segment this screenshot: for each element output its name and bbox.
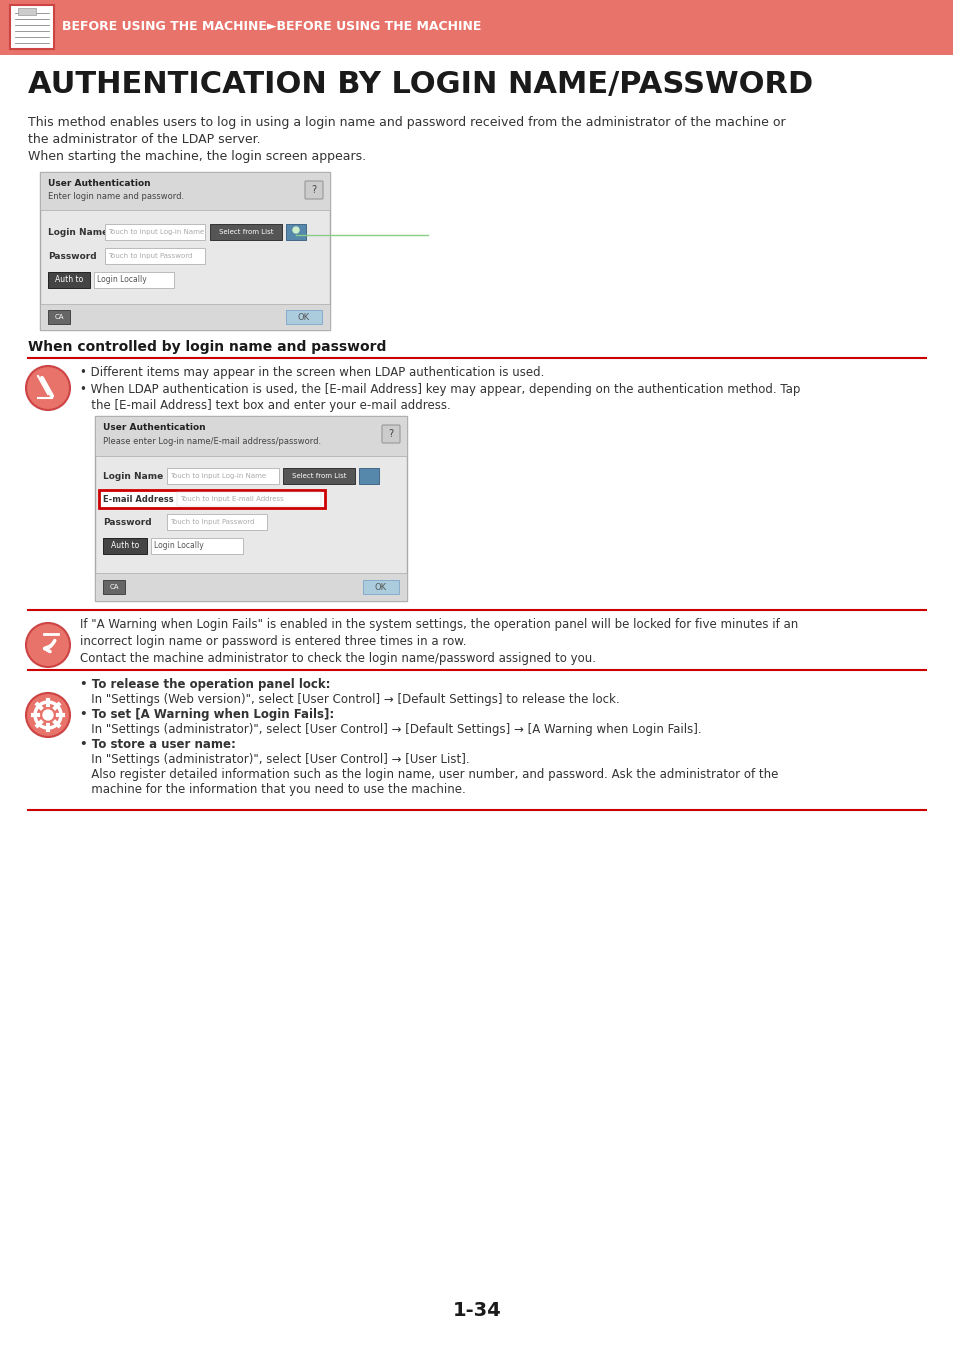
FancyBboxPatch shape: [48, 310, 70, 324]
Text: • When LDAP authentication is used, the [E-mail Address] key may appear, dependi: • When LDAP authentication is used, the …: [80, 383, 800, 396]
FancyBboxPatch shape: [105, 224, 205, 240]
FancyBboxPatch shape: [103, 539, 147, 553]
FancyBboxPatch shape: [167, 468, 278, 485]
Text: E-mail Address: E-mail Address: [103, 494, 173, 504]
Text: the [E-mail Address] text box and enter your e-mail address.: the [E-mail Address] text box and enter …: [80, 400, 450, 412]
Text: • To store a user name:: • To store a user name:: [80, 738, 235, 751]
FancyBboxPatch shape: [95, 416, 407, 456]
Text: • To set [A Warning when Login Fails]:: • To set [A Warning when Login Fails]:: [80, 707, 334, 721]
FancyBboxPatch shape: [103, 580, 125, 594]
FancyBboxPatch shape: [151, 539, 243, 553]
Text: Login Locally: Login Locally: [97, 275, 147, 285]
Text: Touch to input Log-in Name: Touch to input Log-in Name: [108, 230, 204, 235]
Circle shape: [26, 693, 70, 737]
Text: Auth to: Auth to: [55, 275, 83, 285]
FancyBboxPatch shape: [305, 181, 323, 198]
Text: • To release the operation panel lock:: • To release the operation panel lock:: [80, 678, 330, 691]
FancyBboxPatch shape: [283, 468, 355, 485]
Text: CA: CA: [54, 315, 64, 320]
Text: User Authentication: User Authentication: [103, 423, 206, 432]
Circle shape: [26, 366, 70, 410]
FancyBboxPatch shape: [167, 514, 267, 531]
Text: Login Name: Login Name: [48, 228, 108, 238]
FancyBboxPatch shape: [358, 468, 378, 485]
Text: OK: OK: [375, 582, 387, 591]
FancyBboxPatch shape: [177, 491, 320, 506]
Circle shape: [43, 710, 53, 720]
Circle shape: [26, 622, 70, 667]
Text: Touch to Input Password: Touch to Input Password: [170, 518, 254, 525]
Text: User Authentication: User Authentication: [48, 180, 151, 188]
Text: Password: Password: [48, 252, 96, 261]
Text: • Different items may appear in the screen when LDAP authentication is used.: • Different items may appear in the scre…: [80, 366, 544, 379]
Text: Select from List: Select from List: [292, 472, 346, 479]
FancyBboxPatch shape: [40, 304, 330, 329]
FancyBboxPatch shape: [94, 271, 173, 288]
Text: In "Settings (Web version)", select [User Control] → [Default Settings] to relea: In "Settings (Web version)", select [Use…: [80, 693, 619, 706]
Text: incorrect login name or password is entered three times in a row.: incorrect login name or password is ente…: [80, 634, 466, 648]
FancyBboxPatch shape: [286, 310, 322, 324]
FancyBboxPatch shape: [48, 271, 90, 288]
Text: Password: Password: [103, 518, 152, 526]
Text: Login Locally: Login Locally: [153, 541, 204, 551]
FancyBboxPatch shape: [95, 572, 407, 601]
Text: ?: ?: [311, 185, 316, 194]
FancyBboxPatch shape: [95, 416, 407, 601]
Text: Touch to input Log-in Name: Touch to input Log-in Name: [170, 472, 266, 479]
Text: Touch to input E-mail Address: Touch to input E-mail Address: [180, 495, 283, 502]
Text: This method enables users to log in using a login name and password received fro: This method enables users to log in usin…: [28, 116, 785, 130]
Text: In "Settings (administrator)", select [User Control] → [User List].: In "Settings (administrator)", select [U…: [80, 753, 469, 765]
Text: OK: OK: [297, 312, 310, 321]
Text: AUTHENTICATION BY LOGIN NAME/PASSWORD: AUTHENTICATION BY LOGIN NAME/PASSWORD: [28, 70, 812, 99]
Text: CA: CA: [110, 585, 118, 590]
FancyBboxPatch shape: [18, 8, 36, 15]
Text: 1-34: 1-34: [452, 1300, 501, 1319]
Text: the administrator of the LDAP server.: the administrator of the LDAP server.: [28, 134, 260, 146]
Text: Also register detailed information such as the login name, user number, and pass: Also register detailed information such …: [80, 768, 778, 782]
FancyBboxPatch shape: [99, 490, 325, 508]
Text: Touch to Input Password: Touch to Input Password: [108, 252, 193, 259]
Text: When starting the machine, the login screen appears.: When starting the machine, the login scr…: [28, 150, 366, 163]
FancyBboxPatch shape: [210, 224, 282, 240]
Text: Auth to: Auth to: [111, 541, 139, 551]
Text: Enter login name and password.: Enter login name and password.: [48, 192, 184, 201]
Text: If "A Warning when Login Fails" is enabled in the system settings, the operation: If "A Warning when Login Fails" is enabl…: [80, 618, 798, 630]
Text: In "Settings (administrator)", select [User Control] → [Default Settings] → [A W: In "Settings (administrator)", select [U…: [80, 724, 700, 736]
Text: When controlled by login name and password: When controlled by login name and passwo…: [28, 340, 386, 354]
Text: Login Name: Login Name: [103, 472, 163, 481]
FancyBboxPatch shape: [381, 425, 399, 443]
FancyBboxPatch shape: [0, 0, 953, 55]
Text: machine for the information that you need to use the machine.: machine for the information that you nee…: [80, 783, 465, 796]
Text: ?: ?: [388, 429, 394, 439]
Text: Contact the machine administrator to check the login name/password assigned to y: Contact the machine administrator to che…: [80, 652, 596, 666]
Text: BEFORE USING THE MACHINE►BEFORE USING THE MACHINE: BEFORE USING THE MACHINE►BEFORE USING TH…: [62, 20, 481, 34]
FancyBboxPatch shape: [286, 224, 306, 240]
FancyBboxPatch shape: [40, 171, 330, 211]
FancyBboxPatch shape: [105, 248, 205, 265]
FancyBboxPatch shape: [363, 580, 398, 594]
Circle shape: [293, 227, 298, 234]
FancyBboxPatch shape: [40, 171, 330, 329]
FancyBboxPatch shape: [10, 5, 54, 49]
Text: Please enter Log-in name/E-mail address/password.: Please enter Log-in name/E-mail address/…: [103, 437, 321, 446]
Text: Select from List: Select from List: [218, 230, 273, 235]
